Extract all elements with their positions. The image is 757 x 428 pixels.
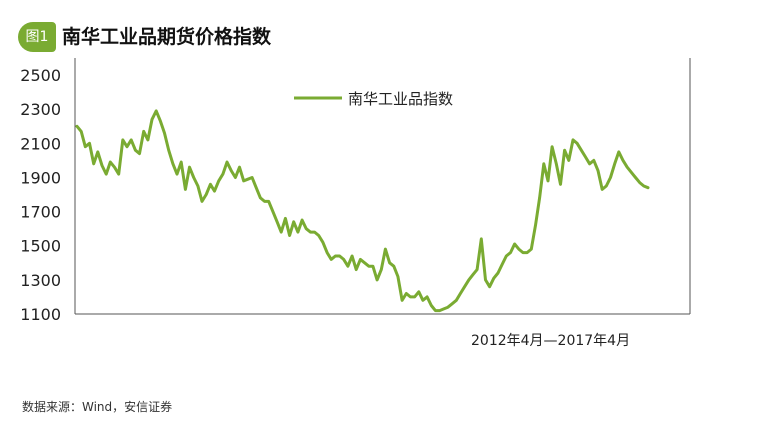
y-tick-label: 2100 bbox=[20, 134, 61, 153]
source-note: 数据来源：Wind，安信证券 bbox=[22, 400, 173, 414]
series-line bbox=[75, 109, 650, 313]
y-tick-labels: 1100 1300 1500 1700 1900 2100 2300 2500 bbox=[20, 66, 61, 324]
figure-number-badge: 图1 bbox=[18, 22, 56, 52]
y-tick-label: 1100 bbox=[20, 305, 61, 324]
chart-axes bbox=[74, 58, 691, 315]
y-tick-label: 1700 bbox=[20, 203, 61, 222]
series-layer bbox=[75, 109, 650, 313]
legend-label: 南华工业品指数 bbox=[348, 90, 453, 108]
y-tick-label: 1500 bbox=[20, 237, 61, 256]
x-axis-label: 2012年4月—2017年4月 bbox=[471, 333, 630, 349]
legend: 南华工业品指数 bbox=[294, 90, 453, 108]
y-tick-label: 2300 bbox=[20, 100, 61, 119]
figure-title: 南华工业品期货价格指数 bbox=[62, 26, 272, 48]
y-tick-label: 1300 bbox=[20, 271, 61, 290]
y-tick-label: 2500 bbox=[20, 66, 61, 85]
y-tick-label: 1900 bbox=[20, 168, 61, 187]
